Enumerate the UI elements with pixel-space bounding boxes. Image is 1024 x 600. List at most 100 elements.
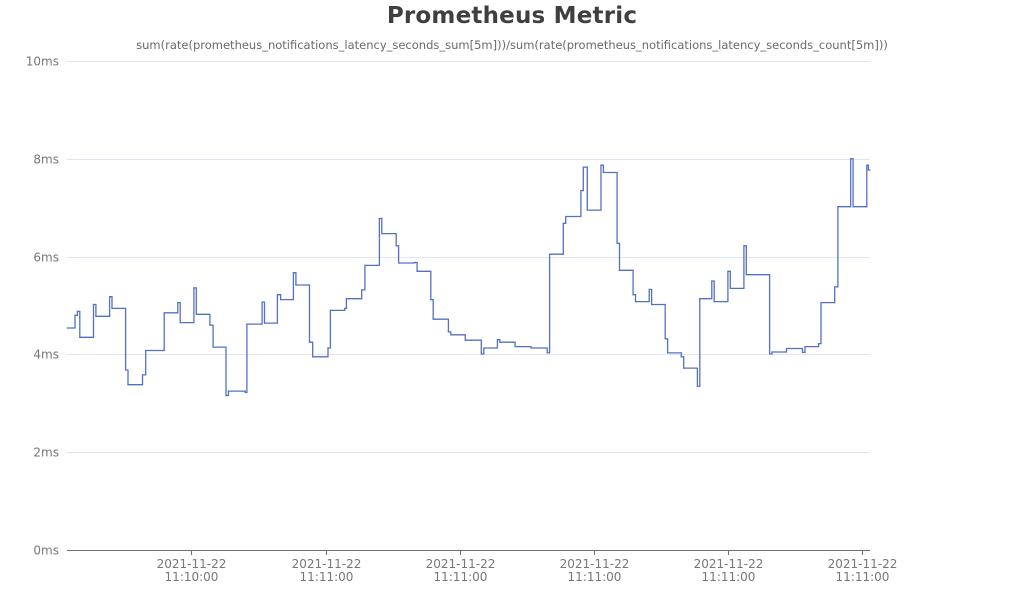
data-point [123, 307, 125, 309]
data-point [785, 347, 788, 350]
data-point [276, 294, 278, 296]
data-point [72, 327, 74, 329]
data-point [667, 352, 669, 354]
y-tick-label: 4ms [33, 348, 59, 362]
chart-title: Prometheus Metric [386, 3, 638, 29]
data-point [495, 347, 497, 349]
data-point [549, 253, 551, 255]
data-point [562, 222, 564, 224]
data-point [680, 356, 682, 358]
y-axis: 0ms 2ms 4ms 6ms 8ms 10ms [26, 55, 59, 558]
data-point [414, 261, 416, 264]
series-line [67, 158, 870, 397]
y-tick-label: 10ms [26, 55, 59, 69]
data-point [345, 298, 347, 300]
chart-subtitle: sum(rate(prometheus_notifications_latenc… [136, 38, 888, 52]
x-tick-time: 11:11:00 [300, 570, 354, 584]
data-point [177, 302, 179, 304]
data-point [699, 298, 701, 300]
data-point [585, 166, 587, 168]
data-point [280, 299, 282, 301]
data-point [308, 341, 311, 343]
data-point [223, 346, 225, 348]
x-tick-date: 2021-11-22 [828, 557, 898, 571]
data-point [193, 287, 195, 289]
data-point [804, 346, 806, 348]
data-point [578, 215, 580, 218]
x-tick-date: 2021-11-22 [292, 557, 362, 571]
data-point [651, 303, 653, 306]
data-point [292, 272, 294, 274]
data-point [212, 346, 214, 348]
data-point [530, 347, 532, 349]
data-point [565, 215, 567, 218]
data-point [209, 324, 211, 326]
data-point [359, 298, 361, 300]
x-tick-time: 11:11:00 [702, 570, 756, 584]
data-point [834, 286, 836, 288]
data-point [632, 294, 634, 296]
data-point [618, 269, 621, 271]
data-point [141, 374, 144, 376]
data-point [111, 307, 113, 309]
data-point [74, 314, 76, 316]
data-point [784, 351, 786, 353]
data-point [546, 352, 548, 354]
data-point [867, 169, 870, 171]
data-point [864, 206, 866, 208]
data-point [743, 245, 745, 247]
data-point [757, 274, 760, 276]
data-point [514, 346, 516, 348]
data-point [92, 303, 95, 306]
data-point [329, 309, 331, 311]
data-point [580, 190, 582, 192]
x-tick-time: 11:10:00 [165, 570, 219, 584]
data-point [664, 338, 666, 340]
data-point [261, 301, 263, 303]
data-point [416, 270, 418, 272]
x-tick-date: 2021-11-22 [426, 557, 496, 571]
grid-lines [67, 61, 870, 453]
data-point [162, 349, 164, 352]
data-point [725, 301, 727, 303]
data-point [464, 339, 466, 341]
data-point [364, 264, 366, 266]
data-point [70, 327, 72, 329]
data-point [630, 269, 633, 271]
x-tick-date: 2021-11-22 [694, 557, 764, 571]
data-point [727, 270, 729, 272]
data-point [769, 353, 771, 355]
x-tick-time: 11:11:00 [836, 570, 890, 584]
data-point [207, 313, 209, 315]
data-point [411, 262, 413, 264]
data-point [175, 312, 177, 314]
data-point [696, 385, 699, 387]
data-point [648, 288, 650, 290]
data-point [695, 367, 697, 369]
data-point [663, 303, 665, 306]
data-point [800, 347, 802, 350]
data-point [837, 206, 839, 208]
data-point [713, 301, 715, 303]
x-tick-date: 2021-11-22 [560, 557, 630, 571]
data-point [82, 336, 84, 338]
data-point [709, 298, 711, 300]
data-point [108, 315, 110, 317]
data-point [342, 309, 344, 311]
data-point [818, 343, 820, 345]
data-point [446, 318, 448, 320]
data-point [614, 171, 617, 174]
data-point [76, 310, 78, 312]
data-point [163, 312, 165, 314]
x-axis: 2021-11-2211:10:002021-11-2211:11:002021… [67, 550, 897, 584]
data-point [480, 353, 482, 355]
data-point [729, 287, 731, 289]
data-point [344, 307, 346, 309]
y-tick-label: 0ms [33, 544, 59, 558]
data-point [127, 384, 129, 386]
data-point [246, 323, 248, 325]
data-point [275, 322, 277, 324]
data-point [263, 322, 266, 324]
data-point [327, 347, 329, 349]
